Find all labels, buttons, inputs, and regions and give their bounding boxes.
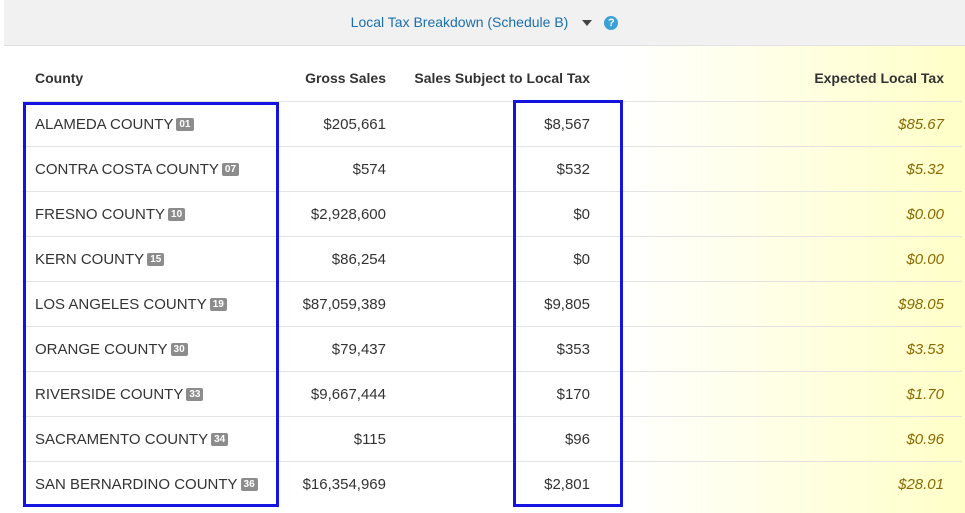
table-row: ORANGE COUNTY 30 $79,437 $353 $3.53 bbox=[22, 326, 962, 372]
expected-tax: $0.96 bbox=[906, 431, 944, 448]
subject-sales: $2,801 bbox=[544, 476, 590, 493]
gross-sales: $9,667,444 bbox=[310, 386, 386, 403]
county-cell: RIVERSIDE COUNTY 33 bbox=[35, 386, 204, 403]
expected-tax: $0.00 bbox=[906, 206, 944, 223]
table-row: SAN BERNARDINO COUNTY 36 $16,354,969 $2,801… bbox=[22, 461, 962, 507]
county-code: 33 bbox=[186, 388, 204, 401]
subject-sales: $532 bbox=[556, 161, 590, 178]
gross-sales: $115 bbox=[353, 431, 386, 448]
county-name: LOS ANGELES COUNTY bbox=[35, 296, 207, 313]
county-code: 01 bbox=[176, 118, 194, 131]
county-name: FRESNO COUNTY bbox=[35, 206, 166, 223]
highlight-box bbox=[513, 100, 623, 507]
county-code: 15 bbox=[147, 253, 165, 266]
county-name: SACRAMENTO COUNTY bbox=[35, 431, 209, 448]
subject-sales: $8,567 bbox=[544, 116, 590, 133]
subject-sales: $353 bbox=[556, 341, 590, 358]
county-code: 30 bbox=[170, 343, 188, 356]
county-cell: CONTRA COSTA COUNTY 07 bbox=[35, 161, 240, 178]
subject-sales: $9,805 bbox=[544, 296, 590, 313]
expected-tax: $3.53 bbox=[906, 341, 944, 358]
county-name: ALAMEDA COUNTY bbox=[35, 116, 174, 133]
county-cell: KERN COUNTY 15 bbox=[35, 251, 165, 268]
gross-sales: $2,928,600 bbox=[310, 206, 386, 223]
help-icon[interactable]: ? bbox=[604, 16, 619, 31]
expected-tax: $28.01 bbox=[898, 476, 944, 493]
highlight-column bbox=[620, 46, 965, 513]
table-row: SACRAMENTO COUNTY 34 $115 $96 $0.96 bbox=[22, 416, 962, 462]
expected-tax: $5.32 bbox=[906, 161, 944, 178]
county-name: CONTRA COSTA COUNTY bbox=[35, 161, 219, 178]
section-title[interactable]: Local Tax Breakdown (Schedule B) bbox=[350, 14, 569, 30]
table-row: CONTRA COSTA COUNTY 07 $574 $532 $5.32 bbox=[22, 146, 962, 192]
section-title-wrap: Local Tax Breakdown (Schedule B)? bbox=[4, 14, 965, 31]
gross-sales: $87,059,389 bbox=[302, 296, 386, 313]
table-row: KERN COUNTY 15 $86,254 $0 $0.00 bbox=[22, 236, 962, 282]
county-code: 10 bbox=[168, 208, 186, 221]
section-header: Local Tax Breakdown (Schedule B)? bbox=[4, 0, 965, 46]
highlight-box bbox=[23, 102, 279, 507]
county-name: SAN BERNARDINO COUNTY bbox=[35, 476, 238, 493]
table-row: RIVERSIDE COUNTY 33 $9,667,444 $170 $1.70 bbox=[22, 371, 962, 417]
table-row: LOS ANGELES COUNTY 19 $87,059,389 $9,805 $98… bbox=[22, 281, 962, 327]
county-name: KERN COUNTY bbox=[35, 251, 145, 268]
county-code: 07 bbox=[221, 163, 240, 176]
column-header: Expected Local Tax bbox=[814, 70, 944, 86]
column-header: Sales Subject to Local Tax bbox=[414, 70, 590, 86]
gross-sales: $79,437 bbox=[331, 341, 386, 358]
county-code: 34 bbox=[211, 433, 229, 446]
column-header: Gross Sales bbox=[305, 70, 386, 86]
county-cell: LOS ANGELES COUNTY 19 bbox=[35, 296, 227, 313]
county-cell: ORANGE COUNTY 30 bbox=[35, 341, 188, 358]
county-cell: SACRAMENTO COUNTY 34 bbox=[35, 431, 229, 448]
dropdown-caret[interactable] bbox=[582, 20, 593, 27]
county-code: 19 bbox=[209, 298, 227, 311]
subject-sales: $170 bbox=[556, 386, 590, 403]
column-header: County bbox=[35, 70, 84, 86]
expected-tax: $98.05 bbox=[898, 296, 944, 313]
expected-tax: $1.70 bbox=[906, 386, 944, 403]
subject-sales: $0 bbox=[573, 206, 590, 223]
subject-sales: $0 bbox=[573, 251, 590, 268]
table-row: ALAMEDA COUNTY 01 $205,661 $8,567 $85.67 bbox=[22, 101, 962, 147]
expected-tax: $0.00 bbox=[906, 251, 944, 268]
expected-tax: $85.67 bbox=[898, 116, 944, 133]
table-row: FRESNO COUNTY 10 $2,928,600 $0 $0.00 bbox=[22, 191, 962, 237]
gross-sales: $574 bbox=[352, 161, 386, 178]
county-cell: FRESNO COUNTY 10 bbox=[35, 206, 186, 223]
subject-sales: $96 bbox=[564, 431, 590, 448]
county-name: ORANGE COUNTY bbox=[35, 341, 168, 358]
gross-sales: $16,354,969 bbox=[302, 476, 386, 493]
gross-sales: $205,661 bbox=[323, 116, 386, 133]
county-cell: ALAMEDA COUNTY 01 bbox=[35, 116, 194, 133]
county-cell: SAN BERNARDINO COUNTY 36 bbox=[35, 476, 258, 493]
gross-sales: $86,254 bbox=[331, 251, 386, 268]
county-name: RIVERSIDE COUNTY bbox=[35, 386, 184, 403]
county-code: 36 bbox=[240, 478, 258, 491]
